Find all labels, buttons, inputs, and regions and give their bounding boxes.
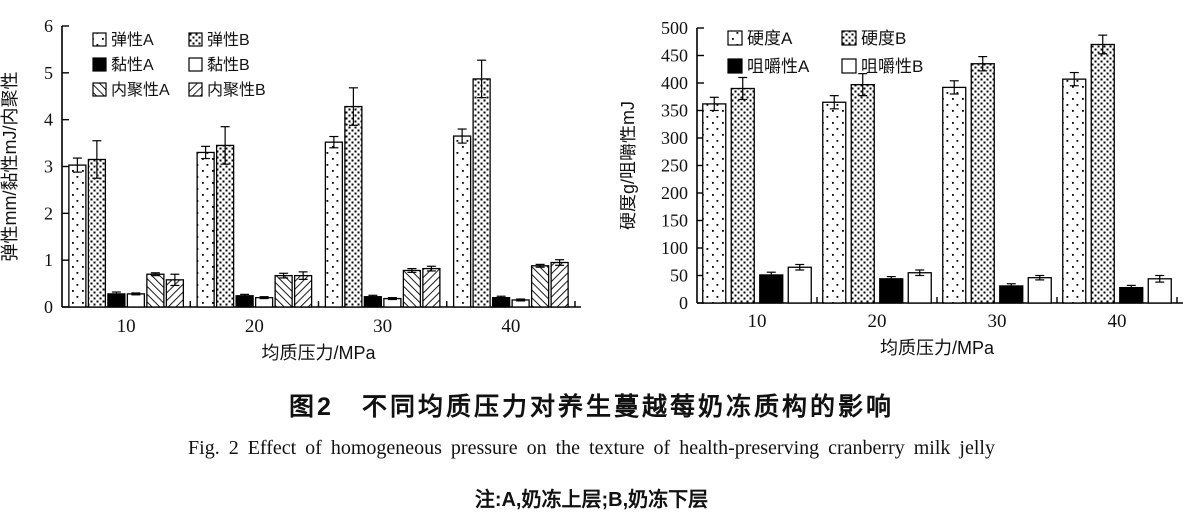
svg-text:20: 20 — [868, 311, 887, 332]
svg-text:弹性B: 弹性B — [207, 31, 250, 49]
svg-text:6: 6 — [44, 16, 53, 36]
svg-text:30: 30 — [988, 311, 1007, 332]
svg-text:咀嚼性A: 咀嚼性A — [747, 57, 810, 76]
svg-text:弹性A: 弹性A — [111, 31, 154, 49]
svg-text:均质压力/MPa: 均质压力/MPa — [880, 338, 995, 358]
svg-text:0: 0 — [44, 297, 53, 317]
svg-text:黏性A: 黏性A — [111, 56, 154, 74]
elasticity-viscosity-cohesiveness-chart: 0 1 2 3 4 5 6 10 20 30 40 均质压力/MPa 弹性mm/黏性mJ/内聚性 弹性A 弹… — [0, 16, 581, 363]
svg-text:40: 40 — [501, 316, 520, 337]
svg-text:450: 450 — [661, 46, 688, 66]
svg-text:咀嚼性B: 咀嚼性B — [861, 57, 923, 76]
svg-text:黏性B: 黏性B — [207, 56, 250, 74]
svg-text:350: 350 — [661, 101, 688, 121]
caption-note: 注:A,奶冻上层;B,奶冻下层 — [474, 489, 709, 511]
svg-text:200: 200 — [661, 183, 688, 203]
hardness-chewiness-chart: 0 50 100 150 200 250 300 350 400 450 500 10 20 30 40 均质… — [620, 18, 1183, 358]
svg-text:硬度g/咀嚼性mJ: 硬度g/咀嚼性mJ — [620, 101, 638, 230]
svg-text:0: 0 — [679, 293, 688, 313]
svg-text:3: 3 — [44, 157, 53, 177]
svg-text:10: 10 — [748, 311, 767, 332]
svg-text:500: 500 — [661, 18, 688, 38]
svg-text:硬度A: 硬度A — [747, 29, 793, 48]
svg-text:硬度B: 硬度B — [861, 29, 906, 48]
svg-text:250: 250 — [661, 156, 688, 176]
svg-text:5: 5 — [44, 63, 53, 83]
caption-english: Fig. 2 Effect of homogeneous pressure on… — [188, 437, 995, 459]
svg-text:100: 100 — [661, 238, 688, 258]
svg-text:40: 40 — [1108, 311, 1127, 332]
svg-text:2: 2 — [44, 203, 53, 223]
svg-text:内聚性A: 内聚性A — [111, 81, 170, 99]
svg-text:内聚性B: 内聚性B — [207, 81, 266, 99]
svg-text:弹性mm/黏性mJ/内聚性: 弹性mm/黏性mJ/内聚性 — [0, 72, 20, 262]
svg-text:20: 20 — [245, 316, 264, 337]
svg-text:50: 50 — [670, 266, 688, 286]
svg-text:10: 10 — [117, 316, 136, 337]
svg-text:4: 4 — [44, 110, 53, 130]
svg-text:150: 150 — [661, 211, 688, 231]
svg-text:1: 1 — [44, 250, 53, 270]
svg-text:均质压力/MPa: 均质压力/MPa — [261, 343, 376, 363]
svg-text:300: 300 — [661, 128, 688, 148]
svg-text:30: 30 — [373, 316, 392, 337]
svg-text:400: 400 — [661, 73, 688, 93]
caption-chinese: 图2 不同均质压力对养生蔓越莓奶冻质构的影响 — [289, 393, 894, 421]
